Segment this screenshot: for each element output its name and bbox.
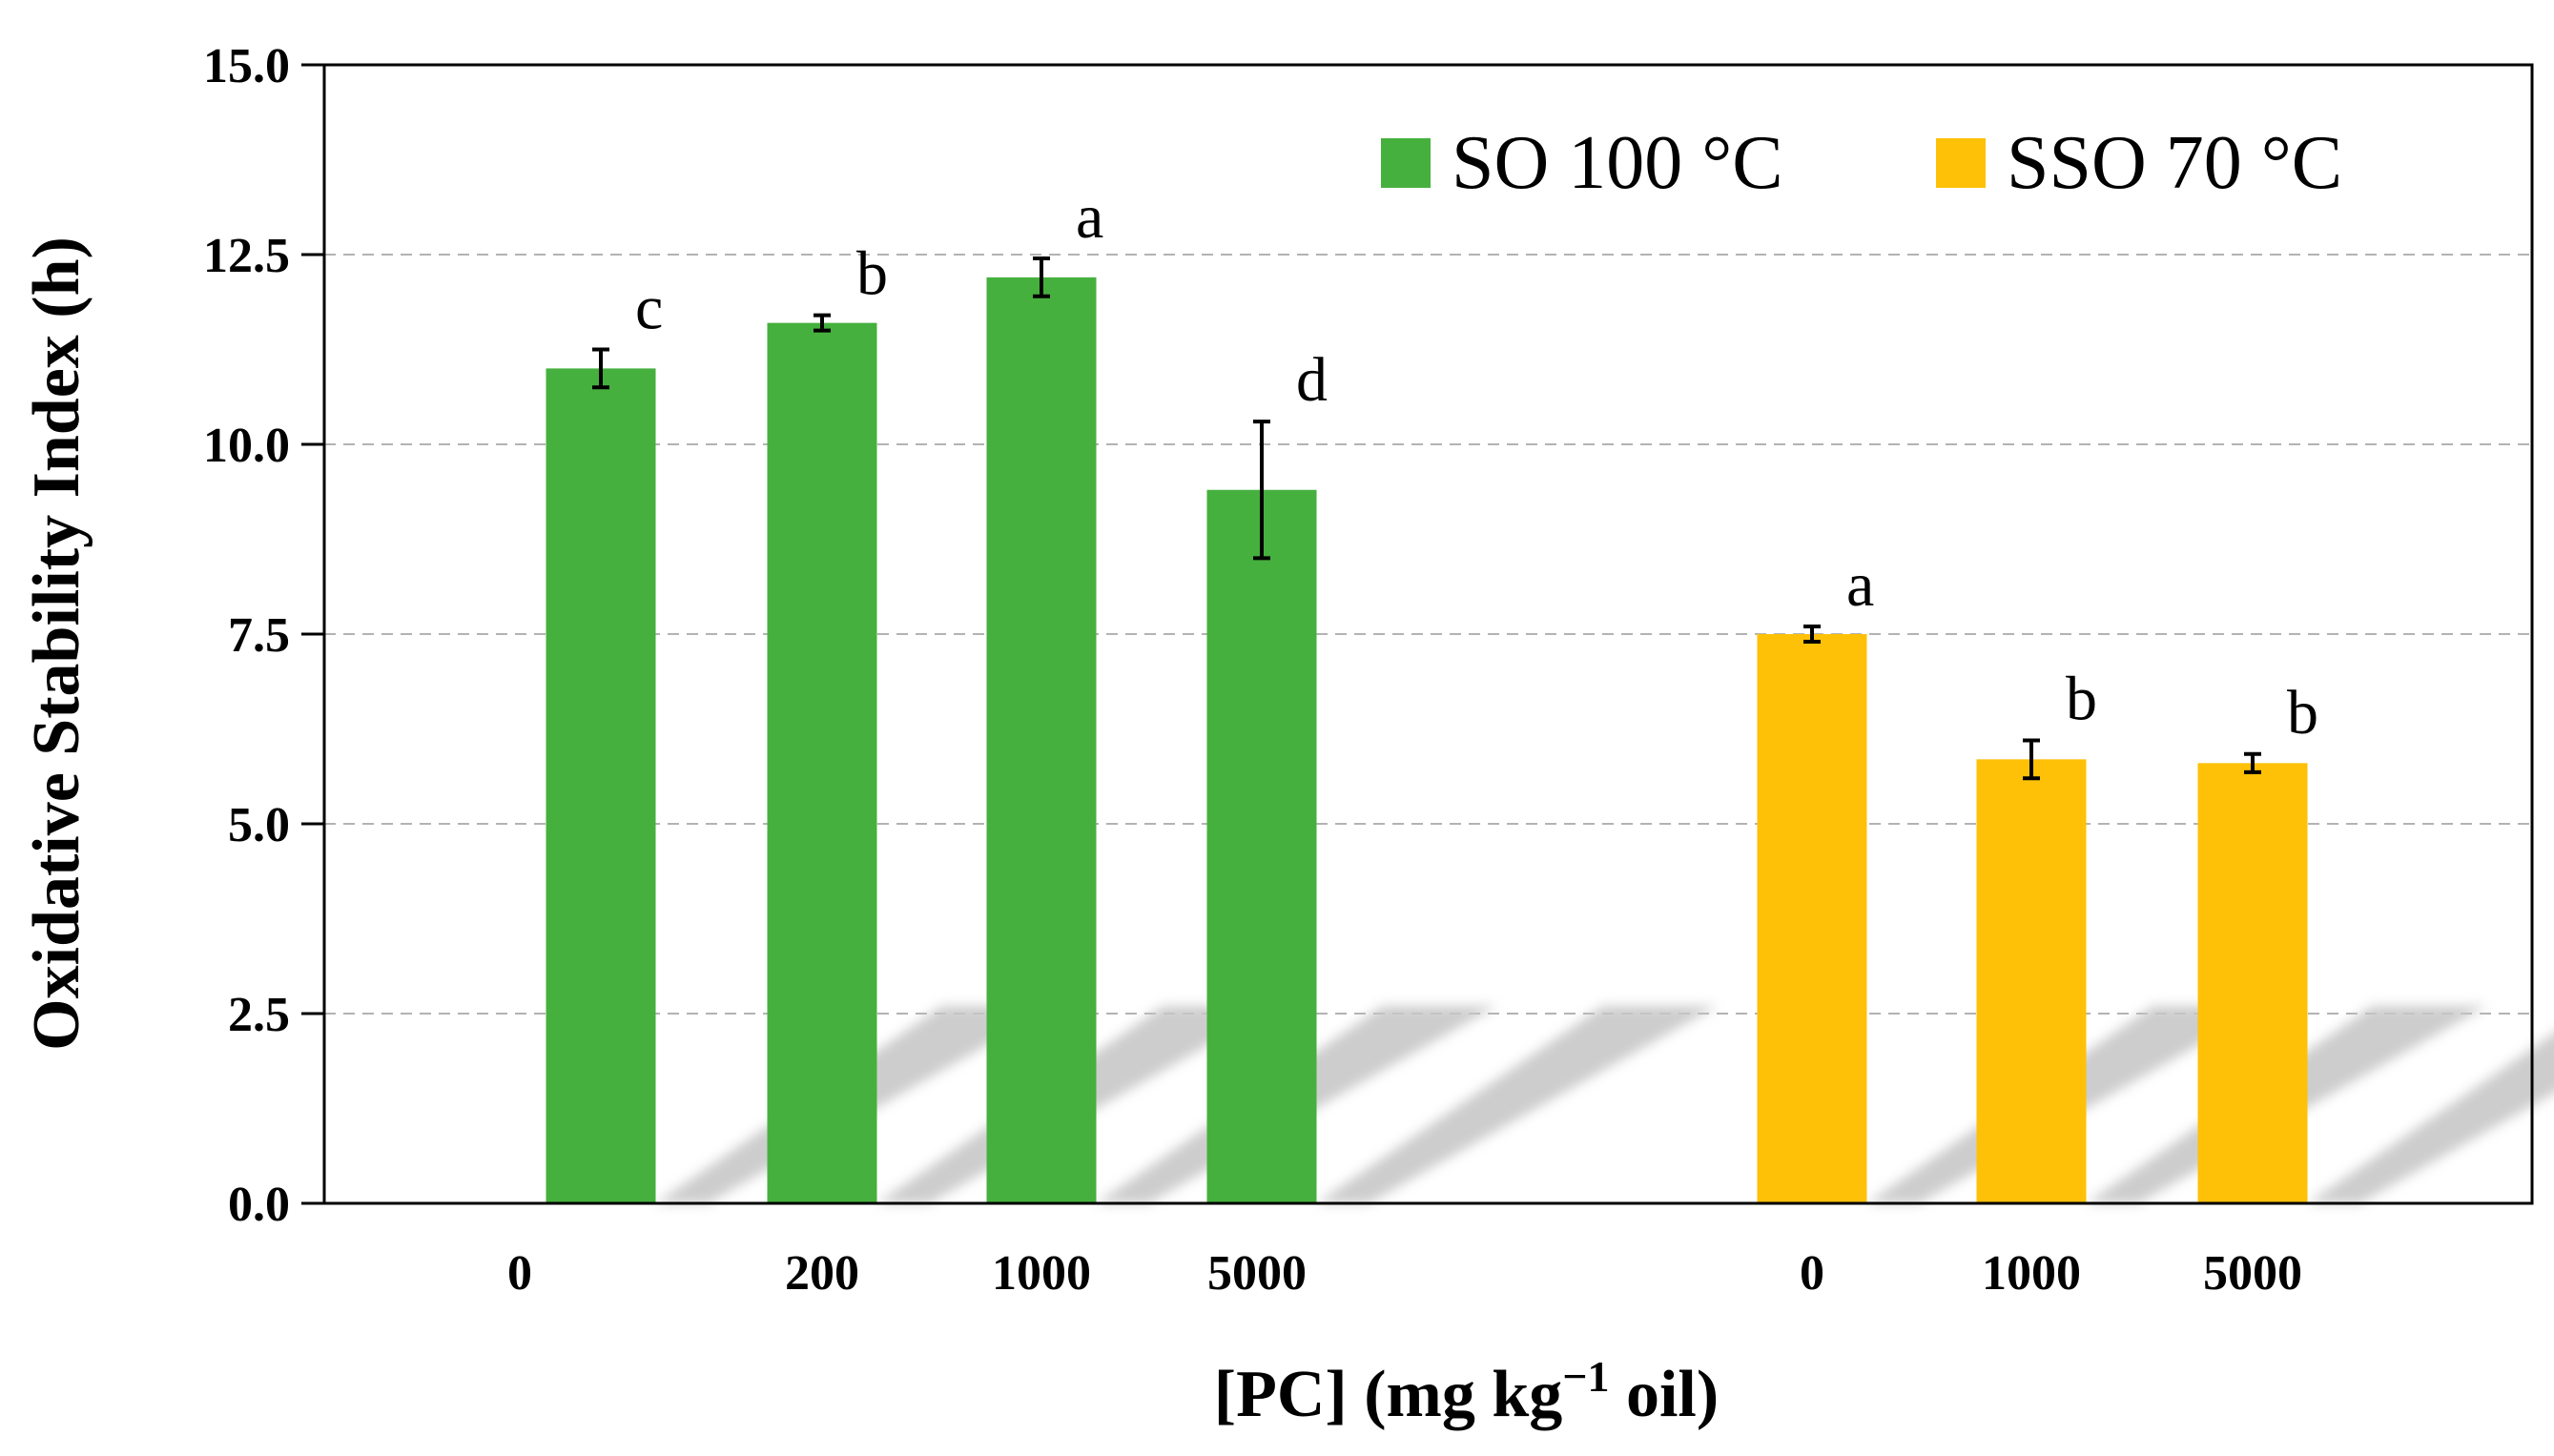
y-axis-title: Oxidative Stability Index (h) [20, 236, 93, 1051]
significance-letter: c [635, 274, 663, 343]
legend-label: SO 100 °C [1452, 121, 1783, 205]
bar-shadow [1316, 1006, 1718, 1203]
significance-letter: a [1846, 550, 1874, 620]
error-bars [592, 256, 2261, 781]
y-tick-label: 12.5 [203, 229, 290, 283]
bar [1757, 634, 1867, 1203]
x-axis-title-main: [PC] (mg kg [1214, 1358, 1562, 1431]
y-tick-label: 2.5 [228, 988, 290, 1042]
significance-letter: b [2287, 678, 2318, 748]
significance-labels: c b a d a b b [635, 182, 2318, 748]
x-tick-label: 1000 [1982, 1246, 2081, 1301]
bar [1206, 489, 1317, 1203]
legend: SO 100 °C SSO 70 °C [1381, 121, 2342, 205]
x-tick-label: 5000 [1207, 1246, 1307, 1301]
legend-label: SSO 70 °C [2007, 121, 2342, 205]
x-axis-title-suffix: oil) [1609, 1358, 1719, 1431]
y-tick-label: 0.0 [228, 1178, 290, 1232]
x-tick-label: 0 [507, 1246, 532, 1301]
significance-letter: b [856, 239, 888, 309]
bar-shadow [2307, 1033, 2554, 1203]
y-tick-label: 5.0 [228, 798, 290, 852]
x-axis: 0 200 1000 5000 0 1000 5000 [507, 1246, 2302, 1301]
x-tick-label: 5000 [2203, 1246, 2302, 1301]
significance-letter: a [1076, 182, 1103, 252]
x-axis-title-superscript: −1 [1562, 1352, 1609, 1401]
legend-swatch [1936, 138, 1986, 188]
y-tick-label: 15.0 [203, 39, 290, 93]
bar [1976, 759, 2087, 1203]
x-axis-title: [PC] (mg kg−1 oil) [1214, 1352, 1719, 1431]
bars [546, 277, 2308, 1203]
legend-swatch [1381, 138, 1431, 188]
bar [2197, 763, 2308, 1203]
bar [546, 368, 656, 1203]
x-tick-label: 200 [785, 1246, 859, 1301]
x-tick-label: 1000 [992, 1246, 1091, 1301]
y-tick-label: 10.0 [203, 419, 290, 473]
bar [986, 277, 1097, 1203]
y-axis: 0.0 2.5 5.0 7.5 10.0 12.5 15.0 [203, 39, 324, 1232]
x-tick-label: 0 [1800, 1246, 1824, 1301]
y-tick-label: 7.5 [228, 608, 290, 663]
significance-letter: d [1296, 345, 1328, 415]
bar [767, 322, 877, 1203]
significance-letter: b [2066, 664, 2097, 733]
